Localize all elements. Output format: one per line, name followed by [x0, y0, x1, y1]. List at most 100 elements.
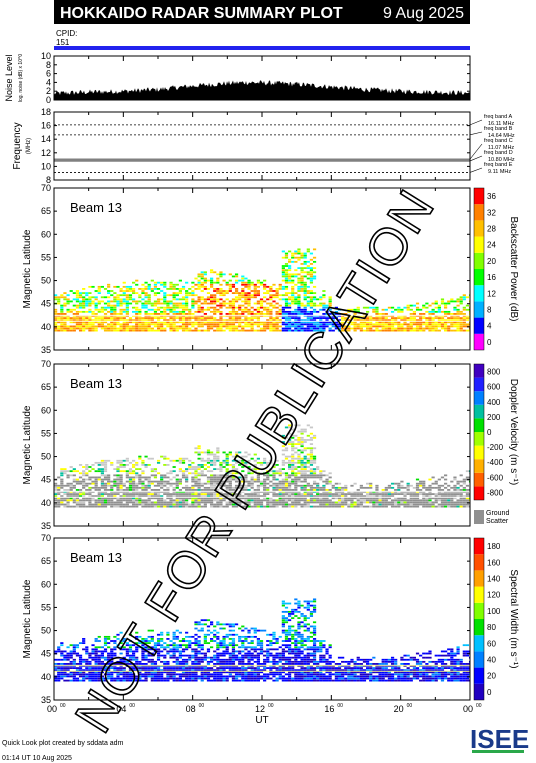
width-cell — [69, 671, 73, 674]
width-cell — [69, 679, 73, 682]
width-cell — [194, 667, 198, 669]
velocity-cell — [384, 501, 388, 504]
velocity-cell — [210, 480, 214, 483]
width-cell — [72, 663, 76, 665]
velocity-cell — [381, 493, 385, 495]
velocity-cell — [194, 497, 198, 500]
velocity-cell — [197, 505, 201, 508]
width-cell — [141, 640, 145, 642]
power-cell — [250, 281, 254, 284]
power-cell — [119, 325, 123, 328]
power-cell — [169, 285, 173, 288]
width-cell — [91, 648, 95, 651]
power-cell — [256, 319, 260, 322]
velocity-cell — [210, 503, 214, 506]
width-cell — [185, 675, 189, 678]
velocity-cell — [188, 497, 192, 500]
velocity-cell — [200, 466, 204, 468]
velocity-cell — [172, 482, 176, 485]
width-cell — [141, 644, 145, 647]
velocity-colorbar-tick: -200 — [487, 443, 504, 452]
velocity-cell — [210, 459, 214, 462]
power-cell — [419, 327, 423, 330]
width-cell — [185, 654, 189, 657]
velocity-cell — [203, 459, 207, 462]
velocity-cell — [57, 497, 61, 500]
width-cell — [103, 679, 108, 682]
width-cell — [107, 677, 111, 680]
width-cell — [141, 642, 145, 644]
power-colorbar-tick: 20 — [487, 257, 496, 266]
velocity-cell — [259, 484, 264, 487]
velocity-cell — [181, 505, 186, 508]
power-cell — [259, 313, 264, 315]
power-cell — [75, 300, 80, 303]
power-cell — [119, 300, 123, 303]
power-cell — [319, 298, 323, 301]
power-cell — [213, 302, 217, 305]
power-cell — [100, 310, 104, 313]
velocity-cell — [203, 499, 207, 502]
velocity-cell — [178, 497, 182, 500]
width-cell — [138, 660, 142, 663]
velocity-cell — [366, 493, 370, 495]
power-cell — [194, 319, 198, 322]
power-cell — [412, 310, 416, 313]
velocity-cell — [272, 484, 276, 487]
velocity-cell — [163, 489, 167, 491]
power-cell — [72, 304, 76, 307]
velocity-cell — [194, 466, 198, 468]
velocity-cell — [206, 449, 211, 452]
velocity-cell — [381, 495, 385, 498]
velocity-cell — [147, 480, 151, 483]
power-cell — [125, 327, 129, 330]
power-cell — [378, 321, 382, 324]
width-cell — [150, 675, 154, 678]
power-cell — [54, 298, 58, 301]
width-cell — [153, 660, 158, 663]
power-cell — [256, 323, 260, 326]
velocity-cell — [216, 503, 220, 506]
width-cell — [188, 640, 192, 642]
width-cell — [150, 679, 154, 682]
power-cell — [256, 302, 260, 305]
power-cell — [163, 292, 167, 294]
power-cell — [116, 317, 120, 319]
width-cell — [172, 646, 176, 649]
power-cell — [188, 308, 192, 311]
power-cell — [82, 317, 86, 319]
width-cell — [69, 667, 73, 669]
velocity-cell — [325, 478, 329, 481]
width-cell — [181, 669, 186, 672]
power-cell — [406, 325, 410, 328]
width-cell — [144, 642, 148, 644]
velocity-cell — [181, 493, 186, 495]
power-cell — [366, 327, 370, 330]
velocity-cell — [394, 493, 398, 495]
width-cell — [69, 652, 73, 655]
width-cell — [119, 646, 123, 649]
power-cell — [138, 327, 142, 330]
velocity-cell — [406, 499, 410, 502]
velocity-cell — [331, 501, 335, 504]
power-cell — [156, 317, 161, 319]
power-cell — [160, 329, 164, 332]
width-cell — [181, 644, 186, 647]
power-cell — [241, 327, 245, 330]
width-cell — [88, 667, 92, 669]
velocity-cell — [191, 480, 195, 483]
velocity-cell — [312, 495, 317, 498]
velocity-cell — [300, 484, 304, 487]
width-cell — [194, 644, 198, 647]
power-cell — [468, 310, 470, 313]
power-cell — [219, 310, 223, 313]
velocity-cell — [300, 472, 304, 475]
velocity-cell — [234, 484, 239, 487]
width-cell — [160, 660, 164, 663]
width-cell — [103, 642, 108, 644]
velocity-cell — [269, 470, 273, 473]
width-cell — [185, 671, 189, 674]
width-cell — [63, 673, 67, 676]
power-cell — [119, 310, 123, 313]
width-cell — [160, 644, 164, 647]
